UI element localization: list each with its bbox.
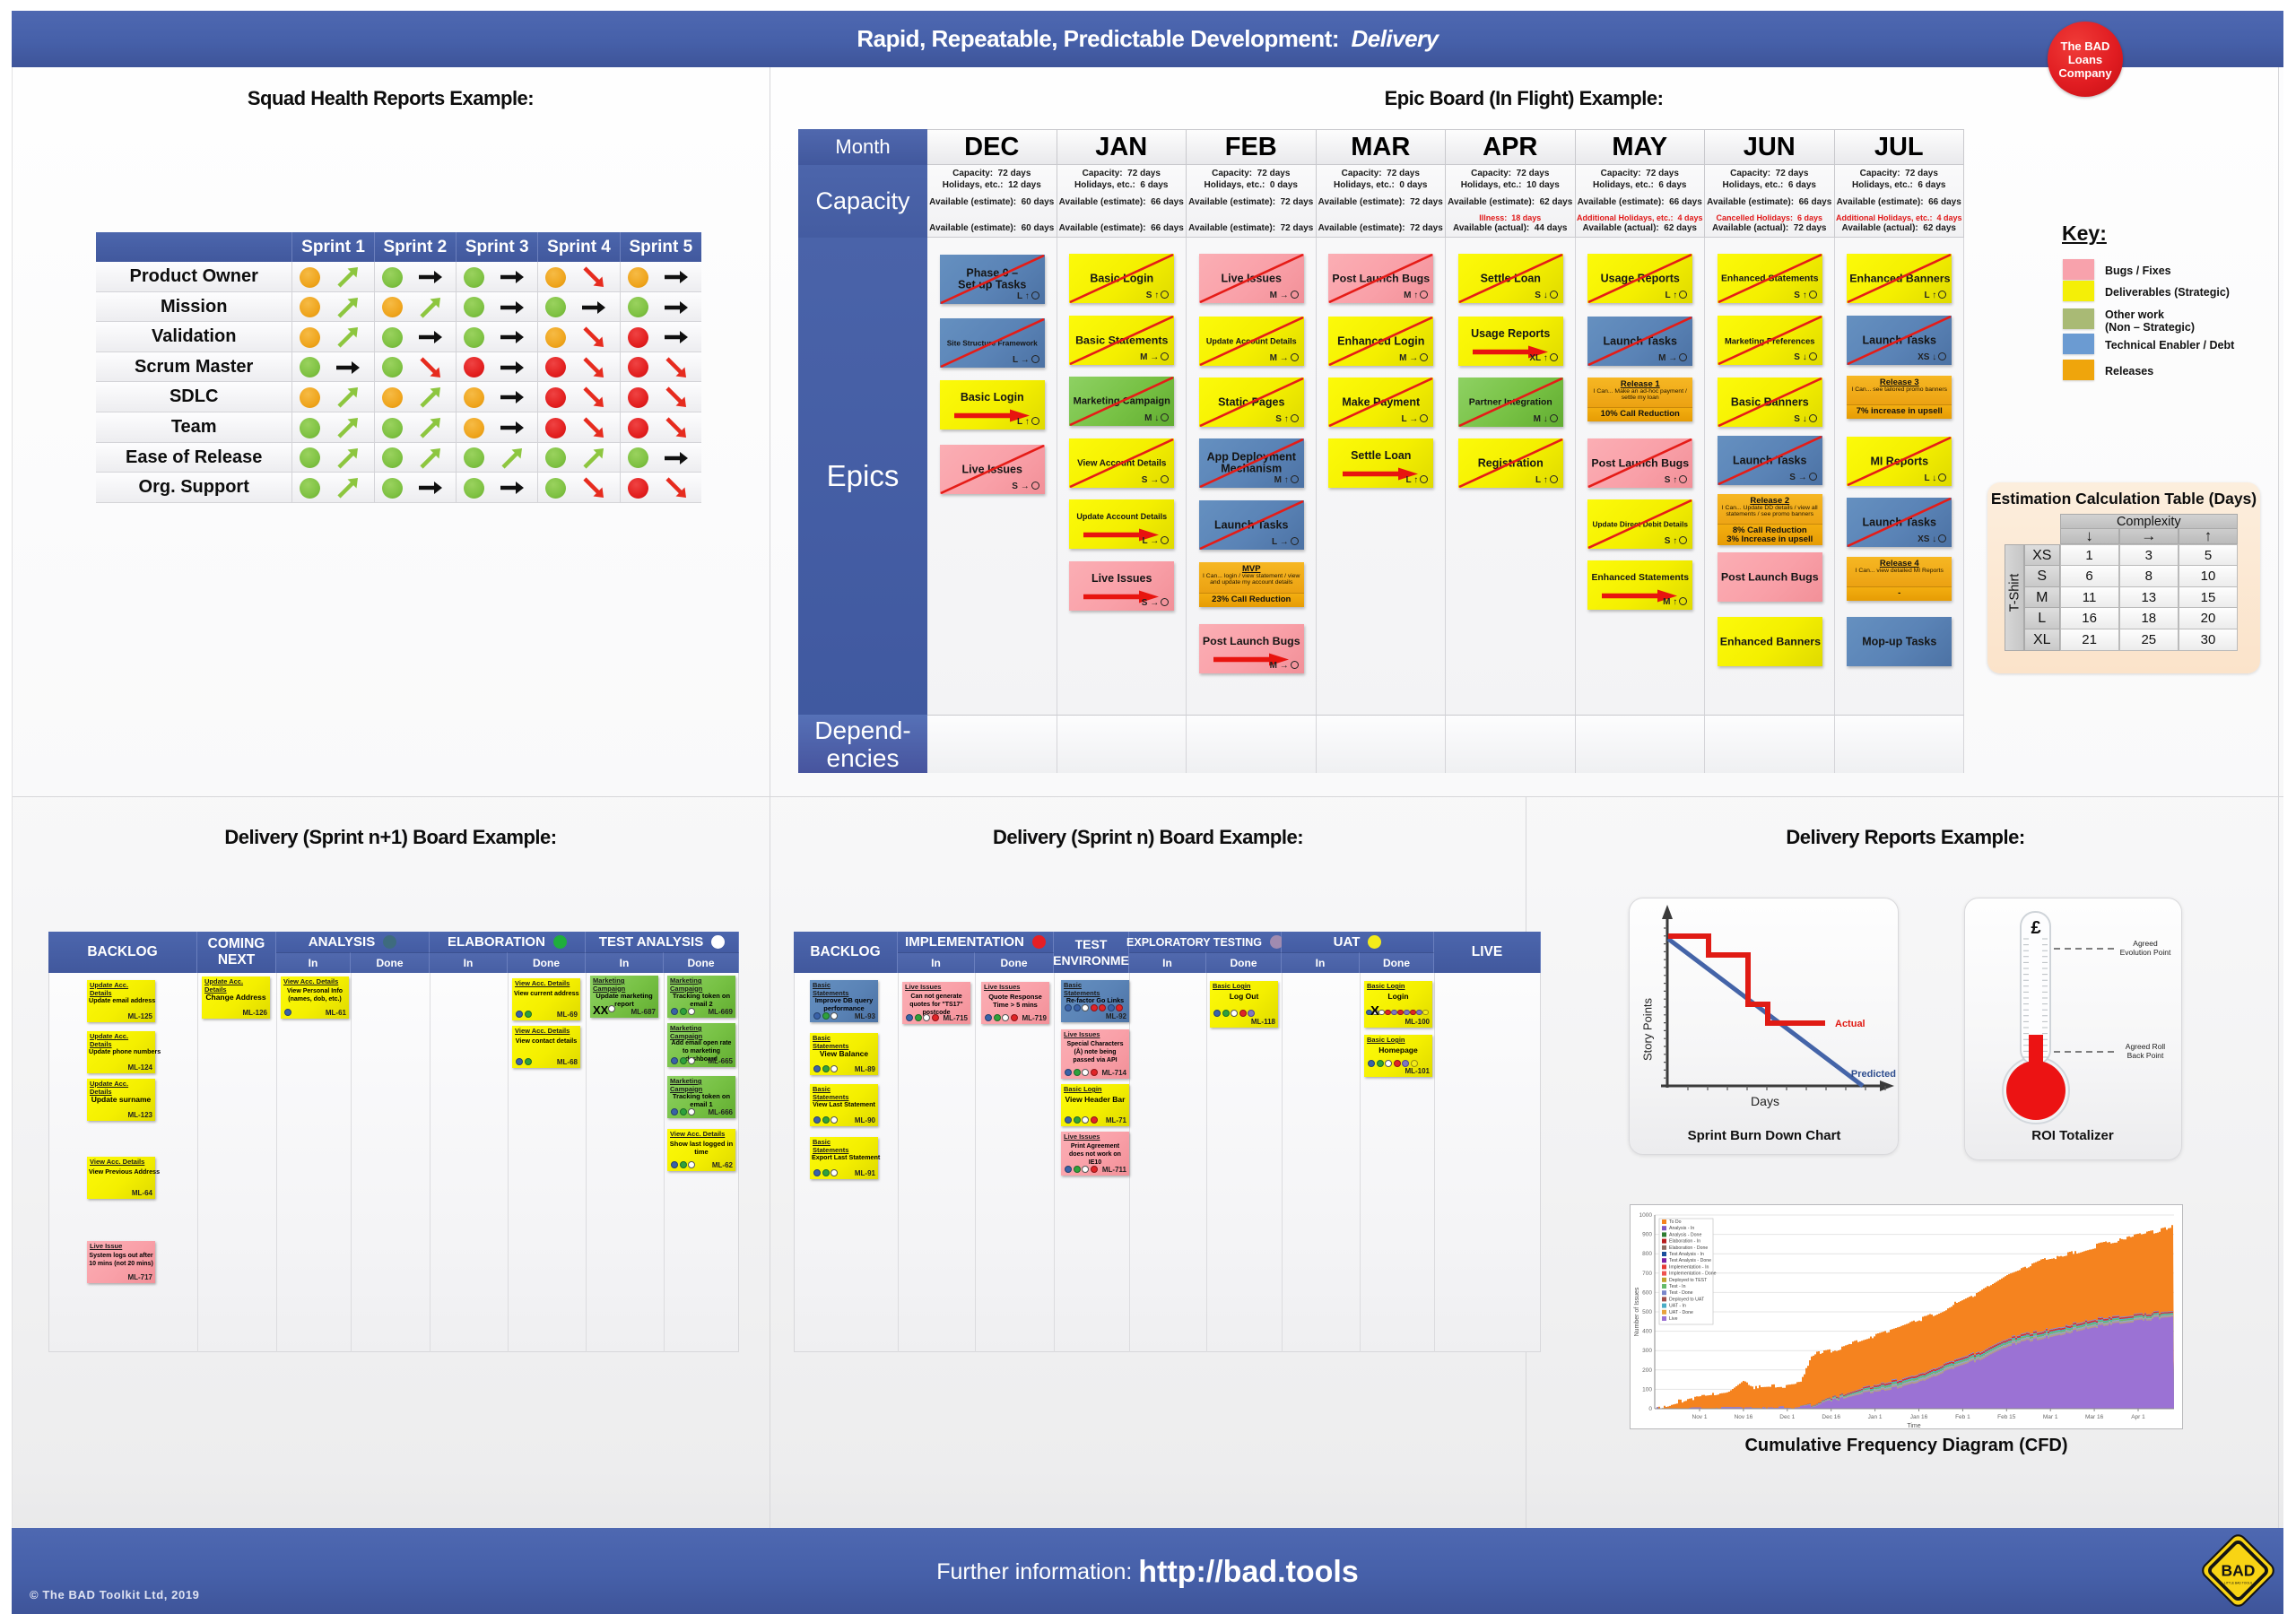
svg-text:Dec 16: Dec 16 <box>1822 1414 1840 1420</box>
svg-text:Analysis - Done: Analysis - Done <box>1669 1232 1701 1237</box>
svg-text:Back Point: Back Point <box>2127 1051 2164 1060</box>
svg-text:Days: Days <box>1751 1094 1779 1108</box>
svg-text:Story Points: Story Points <box>1640 997 1654 1061</box>
svg-text:Test Analysis - In: Test Analysis - In <box>1669 1252 1704 1257</box>
svg-text:Mar 1: Mar 1 <box>2043 1414 2058 1420</box>
svg-text:700: 700 <box>1642 1271 1652 1277</box>
svg-text:Feb 1: Feb 1 <box>1955 1414 1970 1420</box>
svg-text:Time: Time <box>1907 1423 1920 1429</box>
svg-text:Test - In: Test - In <box>1669 1284 1686 1289</box>
svg-text:400: 400 <box>1642 1329 1652 1335</box>
svg-text:Analysis - In: Analysis - In <box>1669 1226 1694 1231</box>
svg-text:Sprint Burn Down Chart: Sprint Burn Down Chart <box>1688 1128 1841 1143</box>
svg-text:LITTLE BAD TOOLS: LITTLE BAD TOOLS <box>2224 1581 2253 1584</box>
svg-text:£: £ <box>2031 918 2040 938</box>
svg-text:To Do: To Do <box>1669 1219 1682 1225</box>
svg-text:BAD: BAD <box>2222 1561 2256 1579</box>
svg-text:Implementation - In: Implementation - In <box>1669 1264 1709 1270</box>
svg-text:Elaboration - In: Elaboration - In <box>1669 1239 1700 1245</box>
svg-text:Agreed Roll: Agreed Roll <box>2126 1042 2166 1051</box>
svg-text:Test - Done: Test - Done <box>1669 1290 1693 1296</box>
svg-text:Predicted: Predicted <box>1851 1069 1896 1080</box>
svg-text:Jan 1: Jan 1 <box>1868 1414 1883 1420</box>
svg-text:Mar 16: Mar 16 <box>2085 1414 2104 1420</box>
svg-text:900: 900 <box>1642 1232 1652 1238</box>
svg-text:UAT - In: UAT - In <box>1669 1304 1686 1309</box>
svg-text:Deployed to TEST: Deployed to TEST <box>1669 1278 1708 1283</box>
svg-text:Deployed to UAT: Deployed to UAT <box>1669 1297 1705 1302</box>
svg-text:600: 600 <box>1642 1289 1652 1296</box>
svg-text:Feb 15: Feb 15 <box>1997 1414 2016 1420</box>
svg-text:300: 300 <box>1642 1348 1652 1354</box>
svg-text:500: 500 <box>1642 1309 1652 1315</box>
svg-text:0: 0 <box>1648 1406 1652 1412</box>
svg-text:Agreed: Agreed <box>2133 939 2158 948</box>
svg-text:Dec 1: Dec 1 <box>1779 1414 1795 1420</box>
svg-text:Test Analysis - Done: Test Analysis - Done <box>1669 1258 1711 1263</box>
svg-text:Jan 16: Jan 16 <box>1910 1414 1928 1420</box>
svg-text:Nov 16: Nov 16 <box>1735 1414 1753 1420</box>
svg-text:UAT - Done: UAT - Done <box>1669 1310 1693 1315</box>
svg-text:Elaboration - Done: Elaboration - Done <box>1669 1245 1708 1251</box>
svg-text:Number of Issues: Number of Issues <box>1634 1287 1640 1336</box>
svg-text:Implementation - Done: Implementation - Done <box>1669 1271 1717 1277</box>
svg-text:1000: 1000 <box>1639 1212 1653 1219</box>
svg-text:Apr 1: Apr 1 <box>2131 1414 2145 1420</box>
svg-text:100: 100 <box>1642 1386 1652 1393</box>
svg-text:Actual: Actual <box>1835 1019 1866 1029</box>
svg-text:800: 800 <box>1642 1251 1652 1257</box>
svg-text:200: 200 <box>1642 1367 1652 1374</box>
svg-text:Evolution Point: Evolution Point <box>2120 948 2171 957</box>
svg-text:ROI Totalizer: ROI Totalizer <box>2031 1128 2114 1143</box>
svg-text:Nov 1: Nov 1 <box>1692 1414 1708 1420</box>
svg-text:Live: Live <box>1669 1316 1678 1322</box>
